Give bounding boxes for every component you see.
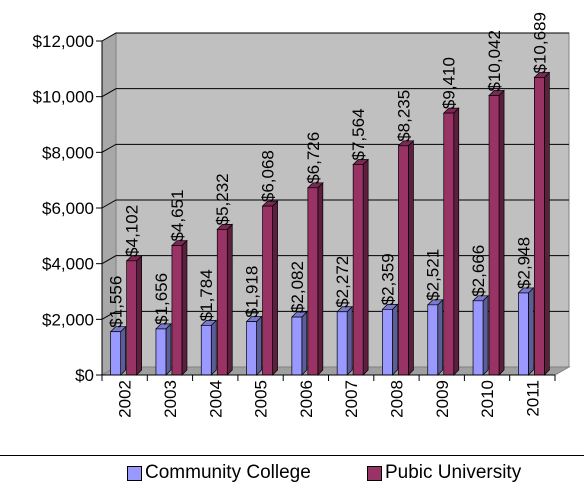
data-label-community-college: $2,082 bbox=[288, 261, 307, 313]
bar-public-university-side bbox=[272, 200, 278, 376]
x-tick-label: 2007 bbox=[342, 380, 361, 418]
bar-community-college-side bbox=[527, 287, 534, 376]
data-label-public-university: $8,235 bbox=[394, 90, 413, 142]
x-tick-label: 2006 bbox=[297, 380, 316, 418]
bar-community-college bbox=[246, 321, 257, 376]
bar-community-college-side bbox=[210, 319, 217, 376]
bar-community-college-side bbox=[482, 294, 489, 376]
x-tick-label: 2005 bbox=[252, 380, 271, 418]
bar-public-university-side bbox=[226, 223, 233, 376]
bar-community-college-side bbox=[437, 298, 444, 376]
legend-item-community-college: Community College bbox=[127, 462, 311, 484]
bar-community-college-side bbox=[120, 325, 127, 376]
bar-community-college-side bbox=[301, 311, 308, 376]
bar-public-university-side bbox=[181, 239, 188, 376]
y-tick-label: $10,000 bbox=[33, 88, 94, 107]
y-tick-label: $12,000 bbox=[33, 32, 94, 51]
data-label-community-college: $1,656 bbox=[152, 273, 171, 325]
bar-public-university bbox=[171, 245, 183, 376]
bar-community-college bbox=[382, 308, 393, 376]
bar-community-college bbox=[427, 304, 439, 376]
bar-public-university bbox=[488, 95, 500, 376]
gridline bbox=[101, 143, 569, 153]
data-label-public-university: $9,410 bbox=[440, 57, 459, 109]
bar-community-college bbox=[200, 324, 212, 376]
y-tick-label: $0 bbox=[75, 366, 94, 385]
bar-community-college-side bbox=[256, 315, 262, 376]
x-tick-label: 2003 bbox=[161, 380, 180, 418]
gridline bbox=[101, 32, 569, 42]
x-tick-label: 2008 bbox=[387, 380, 406, 418]
data-label-public-university: $10,689 bbox=[530, 12, 549, 73]
bar-public-university bbox=[307, 187, 319, 376]
data-label-community-college: $1,918 bbox=[243, 266, 262, 318]
bar-public-university bbox=[443, 112, 455, 376]
y-tick-label: $6,000 bbox=[42, 199, 94, 218]
legend-label-community-college: Community College bbox=[145, 462, 311, 483]
data-label-community-college: $1,784 bbox=[197, 269, 216, 321]
y-tick-label: $2,000 bbox=[42, 310, 94, 329]
x-tick-label: 2002 bbox=[116, 380, 135, 418]
data-label-public-university: $4,102 bbox=[123, 205, 142, 257]
data-label-public-university: $6,068 bbox=[259, 150, 278, 202]
legend-label-public-university: Pubic University bbox=[385, 462, 522, 483]
x-tick-label: 2004 bbox=[206, 380, 225, 418]
gridline bbox=[101, 88, 569, 98]
bar-public-university-side bbox=[543, 71, 550, 376]
data-label-community-college: $2,948 bbox=[514, 237, 533, 289]
data-label-community-college: $2,359 bbox=[378, 253, 397, 305]
bar-public-university bbox=[398, 145, 409, 376]
bar-public-university-side bbox=[136, 254, 142, 376]
data-label-community-college: $2,272 bbox=[333, 256, 352, 308]
data-label-public-university: $10,042 bbox=[485, 30, 504, 91]
data-label-community-college: $1,556 bbox=[107, 276, 126, 328]
bar-community-college bbox=[336, 311, 348, 376]
legend: Community College Pubic University bbox=[0, 455, 584, 492]
bar-public-university bbox=[262, 205, 273, 376]
gridline bbox=[101, 199, 569, 209]
data-label-public-university: $5,232 bbox=[213, 173, 232, 225]
gridline bbox=[101, 310, 569, 320]
x-tick-label: 2009 bbox=[433, 380, 452, 418]
bar-public-university-side bbox=[408, 139, 414, 376]
data-label-community-college: $2,521 bbox=[424, 249, 443, 301]
bar-chart: $0 $2,000 $4,000 $6,000 $8,000 $10,000 $12,000… bbox=[33, 12, 571, 418]
bar-community-college bbox=[517, 292, 529, 376]
bar-public-university-side bbox=[453, 107, 460, 376]
bar-public-university-side bbox=[317, 181, 324, 376]
legend-swatch-public-university bbox=[367, 465, 382, 481]
bar-community-college-side bbox=[392, 303, 398, 376]
bar-public-university-side bbox=[498, 89, 505, 376]
data-label-public-university: $6,726 bbox=[304, 132, 323, 184]
bar-community-college bbox=[291, 316, 303, 376]
legend-item-public-university: Pubic University bbox=[367, 462, 521, 484]
x-tick-label: 2010 bbox=[478, 380, 497, 418]
bar-community-college bbox=[110, 331, 122, 376]
bar-community-college-side bbox=[346, 305, 353, 376]
bar-public-university bbox=[352, 164, 364, 376]
bar-public-university-side bbox=[362, 158, 369, 376]
data-label-community-college: $2,666 bbox=[469, 245, 488, 297]
y-tick-label: $4,000 bbox=[42, 255, 94, 274]
x-tick-label: 2011 bbox=[523, 380, 542, 417]
bar-public-university bbox=[533, 77, 545, 376]
y-tick-label: $8,000 bbox=[42, 143, 94, 162]
bar-community-college bbox=[155, 328, 167, 376]
legend-swatch-community-college bbox=[127, 465, 142, 481]
bar-public-university bbox=[126, 260, 138, 376]
data-label-public-university: $4,651 bbox=[168, 190, 187, 242]
data-label-public-university: $7,564 bbox=[349, 108, 368, 160]
gridline bbox=[101, 255, 569, 265]
bar-public-university bbox=[216, 229, 228, 376]
bar-community-college bbox=[472, 300, 484, 376]
bar-community-college-side bbox=[165, 323, 172, 376]
